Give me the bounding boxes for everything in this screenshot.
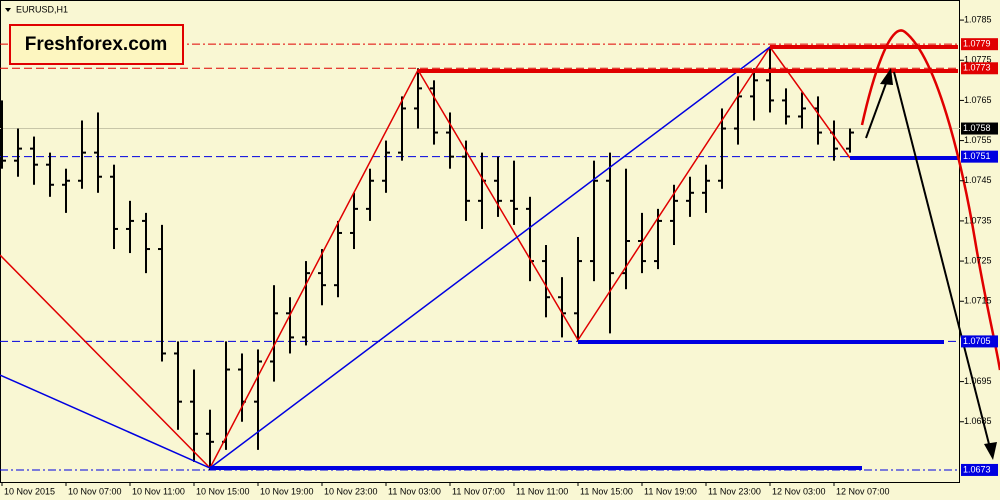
watermark-box: [9, 24, 184, 65]
x-tick-label: 11 Nov 03:00: [388, 486, 441, 496]
plot-border: [0, 0, 960, 483]
arrowhead: [880, 68, 893, 85]
arrowhead: [984, 442, 997, 460]
level-label: 1.0705: [963, 336, 991, 346]
x-tick-label: 12 Nov 03:00: [772, 486, 826, 496]
y-tick-label: 1.0785: [964, 14, 992, 24]
x-tick-label: 11 Nov 11:00: [516, 486, 568, 496]
level-label-box: [961, 150, 998, 163]
level-label: 1.0758: [963, 123, 991, 133]
forecast-curve: [860, 29, 1000, 371]
level-label-box: [961, 122, 998, 135]
y-tick-label: 1.0735: [964, 215, 992, 225]
x-tick-label: 10 Nov 2015: [4, 486, 55, 496]
x-tick-label: 10 Nov 07:00: [68, 486, 122, 496]
y-tick-label: 1.0755: [964, 135, 992, 145]
level-label: 1.0673: [963, 464, 991, 474]
arrow: [893, 71, 991, 449]
x-tick-label: 10 Nov 11:00: [132, 486, 185, 496]
level-label-box: [961, 463, 998, 476]
level-label: 1.0773: [963, 63, 991, 73]
y-tick-label: 1.0765: [964, 95, 992, 105]
annotations: [0, 29, 1000, 470]
x-tick-label: 12 Nov 07:00: [836, 486, 890, 496]
chart-title: EURUSD,H1: [16, 4, 68, 14]
x-tick-label: 11 Nov 23:00: [708, 486, 761, 496]
x-tick-label: 10 Nov 19:00: [260, 486, 314, 496]
y-tick-label: 1.0745: [964, 175, 992, 185]
y-tick-label: 1.0695: [964, 376, 992, 386]
watermark: Freshforex.com: [25, 34, 168, 55]
x-tick-label: 11 Nov 19:00: [644, 486, 697, 496]
level-label: 1.0779: [963, 39, 991, 49]
level-label-box: [961, 62, 998, 75]
y-tick-label: 1.0775: [964, 55, 992, 65]
menu-icon: [5, 8, 11, 12]
y-tick-label: 1.0725: [964, 255, 992, 265]
x-tick-label: 10 Nov 15:00: [196, 486, 250, 496]
level-label-box: [961, 38, 998, 51]
level-label-box: [961, 335, 998, 348]
level-label: 1.0751: [963, 151, 991, 161]
arrow: [865, 77, 889, 139]
bars: [0, 48, 854, 470]
x-tick-label: 11 Nov 07:00: [452, 486, 505, 496]
zigzag-red: [0, 45, 851, 470]
x-tick-label: 11 Nov 15:00: [580, 486, 633, 496]
y-tick-label: 1.0715: [964, 296, 992, 306]
y-tick-label: 1.0685: [964, 416, 992, 426]
x-tick-label: 10 Nov 23:00: [324, 486, 378, 496]
